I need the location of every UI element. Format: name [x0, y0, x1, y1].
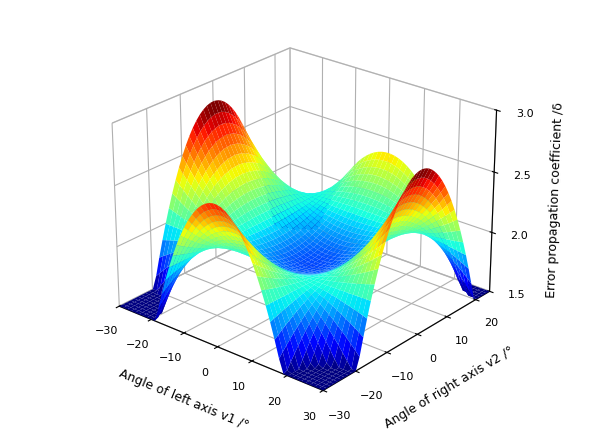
X-axis label: Angle of left axis v1 /°: Angle of left axis v1 /°	[117, 367, 251, 430]
Y-axis label: Angle of right axis v2 /°: Angle of right axis v2 /°	[382, 344, 517, 430]
